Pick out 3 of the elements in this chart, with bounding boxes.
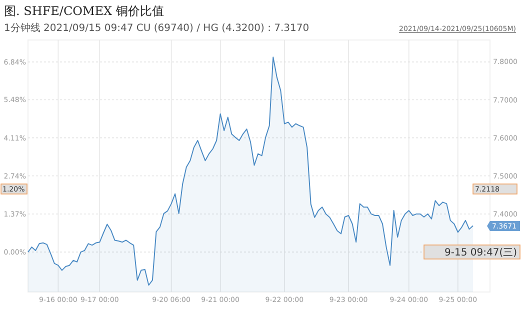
annotation: 9-15 09:47(三) bbox=[444, 248, 518, 258]
chart-title: 图. SHFE/COMEX 铜价比值 bbox=[4, 4, 164, 18]
chart-subtitle: 1分钟线 2021/09/15 09:47 CU (69740) / HG (4.3200) : 7.3170 bbox=[4, 22, 310, 34]
